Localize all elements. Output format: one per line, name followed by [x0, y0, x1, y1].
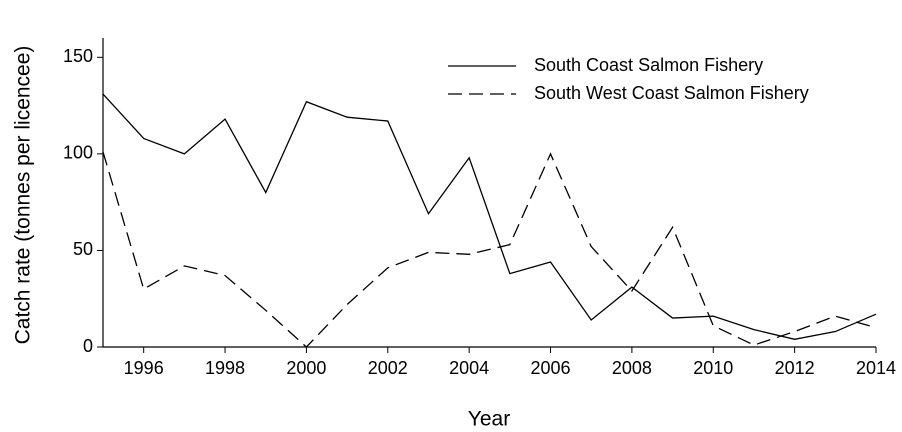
- x-tick-label: 2012: [775, 358, 815, 378]
- x-tick-label: 1998: [205, 358, 245, 378]
- x-tick-label: 2010: [693, 358, 733, 378]
- x-tick-label: 1996: [124, 358, 164, 378]
- x-tick-label: 2006: [531, 358, 571, 378]
- y-tick-label: 150: [63, 46, 93, 66]
- y-axis-title: Catch rate (tonnes per licencee): [12, 46, 35, 345]
- x-tick-label: 2004: [449, 358, 489, 378]
- x-tick-label: 2002: [368, 358, 408, 378]
- y-tick-label: 100: [63, 143, 93, 163]
- y-tick-label: 50: [73, 239, 93, 259]
- x-tick-label: 2014: [856, 358, 896, 378]
- series-line: [102, 151, 877, 348]
- x-axis-title: Year: [468, 408, 510, 431]
- legend-label: South Coast Salmon Fishery: [534, 55, 763, 75]
- legend-label: South West Coast Salmon Fishery: [534, 83, 809, 103]
- x-tick-label: 2008: [612, 358, 652, 378]
- series-line: [102, 93, 877, 340]
- x-tick-label: 2000: [286, 358, 326, 378]
- y-tick-label: 0: [83, 336, 93, 356]
